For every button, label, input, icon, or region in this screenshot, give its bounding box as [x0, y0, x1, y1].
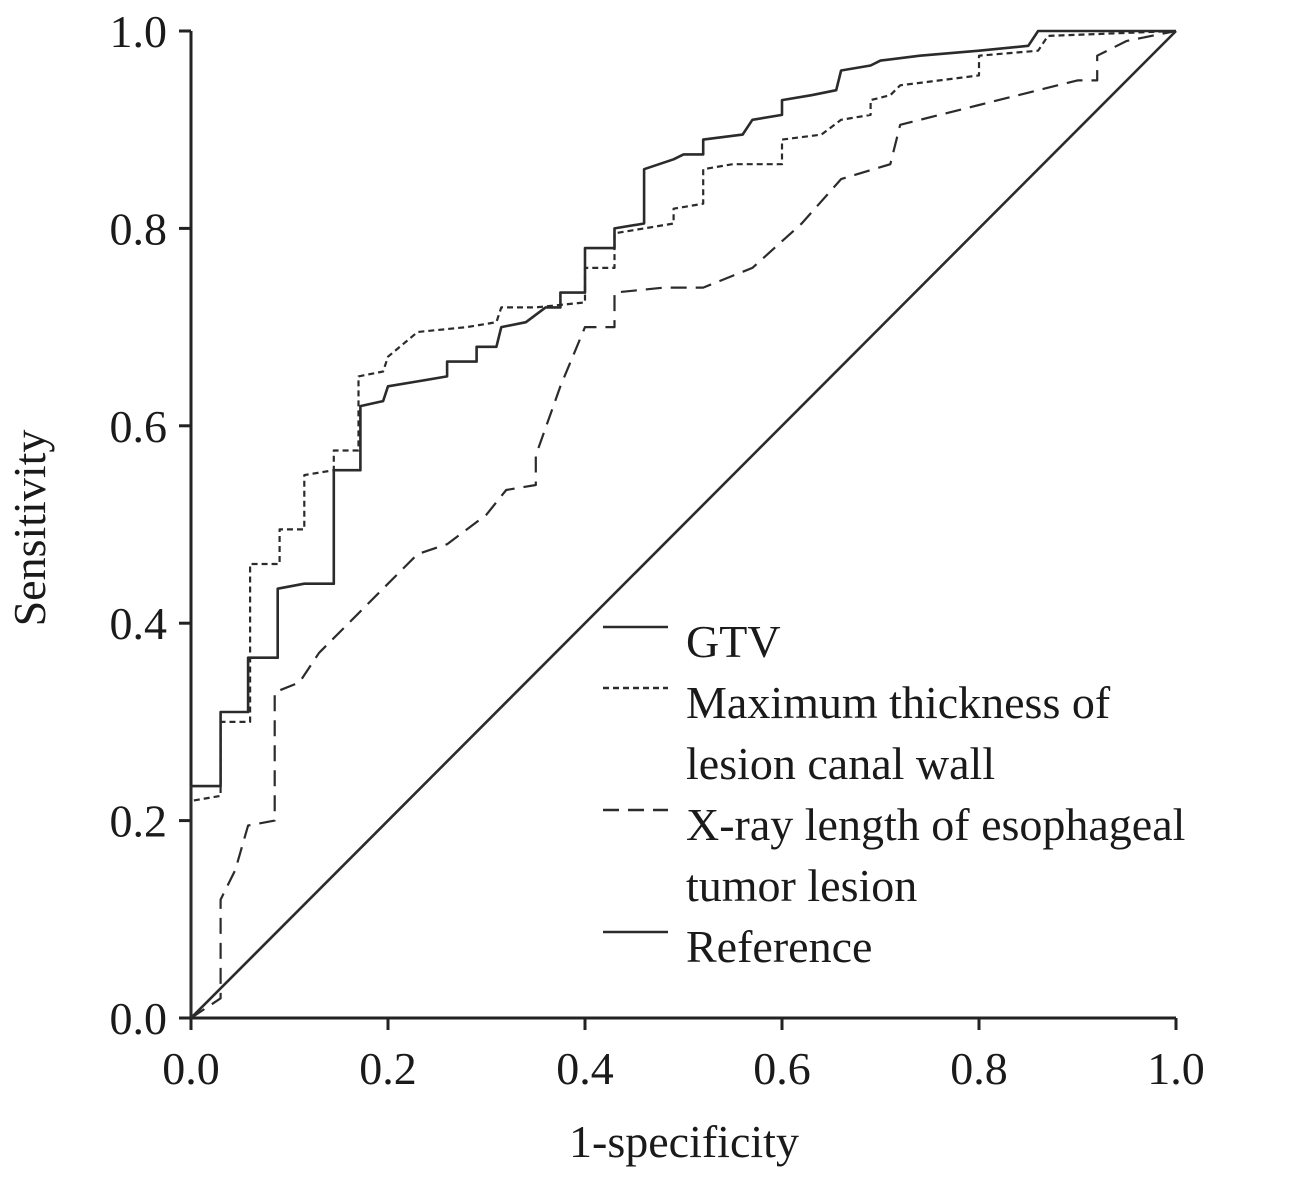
- x-tick-label: 0.0: [162, 1043, 220, 1094]
- legend-label: GTV: [686, 616, 781, 667]
- y-tick-label: 1.0: [110, 6, 168, 57]
- y-axis-title: Sensitivity: [4, 430, 55, 627]
- series-line-gtv: [189, 29, 1176, 1018]
- axes: 0.0 0.2 0.4 0.6 0.8 1.0 0.0 0.2 0.4 0.6 0.8 1.0: [110, 6, 1205, 1094]
- x-tick-label: 0.8: [950, 1043, 1008, 1094]
- y-tick-label: 0.2: [110, 796, 168, 847]
- y-tick-label: 0.8: [110, 203, 168, 254]
- series-lines: [189, 29, 1177, 1019]
- x-tick-label: 0.2: [359, 1043, 417, 1094]
- x-tick-label: 1.0: [1147, 1043, 1205, 1094]
- y-tick-label: 0.0: [110, 993, 168, 1044]
- series-line-maximum-thickness-of-lesion-canal-wall: [189, 29, 1177, 1018]
- series-line-reference: [190, 30, 1177, 1019]
- legend-label: tumor lesion: [686, 860, 917, 911]
- x-axis-title: 1-specificity: [569, 1116, 799, 1167]
- legend-label: Reference: [686, 921, 872, 972]
- legend-label: Maximum thickness of: [686, 677, 1111, 728]
- legend: GTV Maximum thickness of lesion canal wall…: [603, 616, 1185, 972]
- legend-label: lesion canal wall: [686, 738, 995, 789]
- y-tick-label: 0.4: [110, 598, 168, 649]
- series-line-x-ray-length-of-esophageal-tumor-lesion: [190, 29, 1177, 1019]
- legend-label: X-ray length of esophageal: [686, 799, 1185, 850]
- x-tick-label: 0.6: [753, 1043, 811, 1094]
- y-tick-label: 0.6: [110, 401, 168, 452]
- x-tick-label: 0.4: [556, 1043, 614, 1094]
